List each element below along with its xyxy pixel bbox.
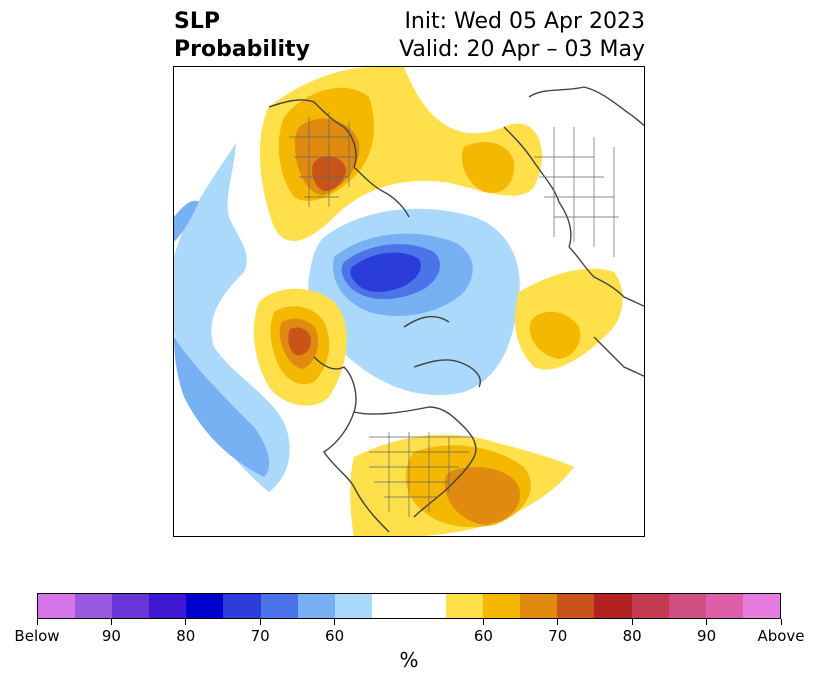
valid-range: Valid: 20 Apr – 03 May	[399, 37, 645, 62]
colorbar-tick	[706, 619, 708, 625]
colorbar-tick	[780, 619, 782, 625]
colorbar-tick-label: 60	[325, 627, 345, 645]
colorbar-cell	[520, 594, 558, 618]
colorbar-cell	[112, 594, 150, 618]
below-75-region-arctic	[350, 252, 421, 292]
plot-title-right: Init: Wed 05 Apr 2023 Valid: 20 Apr – 03…	[399, 8, 645, 64]
colorbar-cell	[149, 594, 187, 618]
colorbar-cell	[705, 594, 743, 618]
colorbar-tick	[631, 619, 633, 625]
colorbar-cell	[260, 594, 298, 618]
colorbar-cell	[38, 594, 76, 618]
colorbar-cell	[594, 594, 632, 618]
colorbar	[37, 593, 781, 619]
colorbar-tick	[36, 619, 38, 625]
colorbar-tick-label: 90	[697, 627, 717, 645]
colorbar-tick	[110, 619, 112, 625]
colorbar-cell	[186, 594, 224, 618]
above-65-region-siberia	[461, 142, 515, 193]
colorbar-tick	[557, 619, 559, 625]
colorbar-tick-label: 90	[101, 627, 121, 645]
title-type: Probability	[174, 37, 310, 62]
colorbar-cell	[446, 594, 484, 618]
colorbar-tick-label: 80	[176, 627, 196, 645]
colorbar-tick	[259, 619, 261, 625]
colorbar-cell	[75, 594, 113, 618]
map-panel	[173, 66, 645, 537]
colorbar-cell	[371, 594, 409, 618]
borders	[289, 112, 619, 517]
colorbar-cell	[557, 594, 595, 618]
above-75-region-pacific	[288, 327, 312, 356]
colorbar-cell	[334, 594, 372, 618]
below-65-region-west	[174, 337, 270, 477]
colorbar-cell	[668, 594, 706, 618]
probability-map	[174, 67, 644, 536]
colorbar-cell	[408, 594, 447, 618]
colorbar-tick	[185, 619, 187, 625]
colorbar-tick-label: 80	[622, 627, 642, 645]
colorbar-tick	[334, 619, 336, 625]
above-65-region-east	[529, 311, 581, 359]
colorbar-cell	[631, 594, 669, 618]
colorbar-cell	[223, 594, 261, 618]
colorbar-cell	[483, 594, 521, 618]
title-variable: SLP	[174, 9, 220, 34]
plot-title-left: SLP Probability	[174, 8, 310, 64]
colorbar-cell	[742, 594, 780, 618]
init-date: Init: Wed 05 Apr 2023	[404, 9, 645, 34]
colorbar-cell	[297, 594, 335, 618]
colorbar-tick-label: 60	[473, 627, 493, 645]
colorbar-tick-label: Above	[757, 627, 805, 645]
below-65-region-west-edge	[174, 200, 199, 242]
colorbar-unit-label: %	[399, 648, 419, 672]
colorbar-tick	[482, 619, 484, 625]
colorbar-tick-label: 70	[548, 627, 568, 645]
colorbar-tick-label: Below	[14, 627, 60, 645]
above-70-region-atlantic	[444, 467, 520, 525]
colorbar-tick-label: 70	[250, 627, 270, 645]
